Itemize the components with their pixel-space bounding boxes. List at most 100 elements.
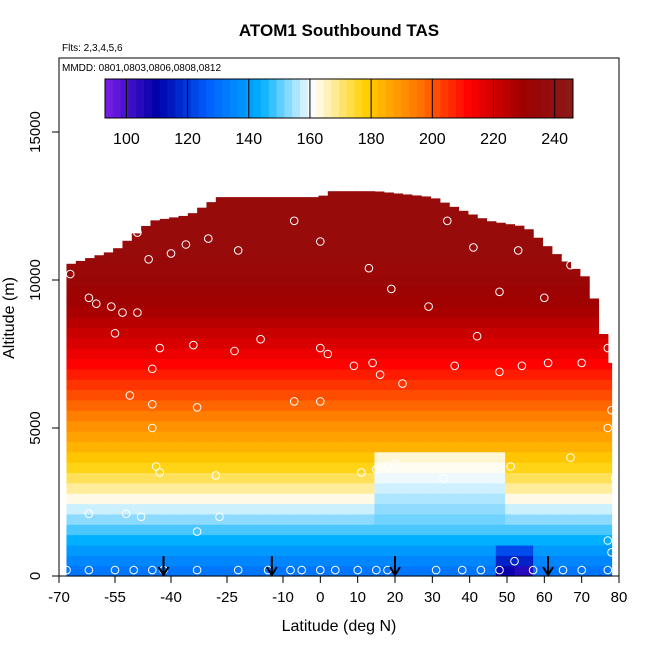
heatmap-cell <box>318 195 329 204</box>
heatmap-cell <box>355 555 366 567</box>
heatmap-cell <box>253 544 264 556</box>
heatmap-cell <box>187 213 198 225</box>
sample-point <box>256 334 265 344</box>
heatmap-cell <box>299 285 310 297</box>
heatmap-cell <box>262 410 273 422</box>
heatmap-cell <box>215 275 226 287</box>
heatmap-cell <box>271 203 282 214</box>
heatmap-cell <box>75 306 86 318</box>
heatmap-cell <box>94 399 105 411</box>
heatmap-cell <box>477 389 488 401</box>
heatmap-cell <box>458 451 469 463</box>
heatmap-cell <box>234 565 245 577</box>
heatmap-cell <box>523 275 534 287</box>
heatmap-cell <box>542 337 553 349</box>
heatmap-cell <box>421 348 432 360</box>
sample-point <box>215 512 224 522</box>
heatmap-cell <box>514 565 525 577</box>
heatmap-cell <box>421 399 432 411</box>
heatmap-cell <box>402 534 413 546</box>
heatmap-cell <box>383 389 394 401</box>
heatmap-cell <box>495 389 506 401</box>
heatmap-cell <box>141 493 152 505</box>
heatmap-cell <box>355 399 366 411</box>
heatmap-cell <box>187 410 198 422</box>
heatmap-cell <box>477 275 488 287</box>
heatmap-cell <box>439 451 450 463</box>
heatmap-cell <box>533 296 544 308</box>
heatmap-cell <box>533 493 544 505</box>
heatmap-cell <box>486 462 497 473</box>
heatmap-cell <box>337 348 348 360</box>
down-arrow-head <box>157 566 170 577</box>
heatmap-cell <box>271 451 282 463</box>
heatmap-cell <box>393 285 404 297</box>
heatmap-cell <box>271 441 282 453</box>
heatmap-cell <box>234 337 245 349</box>
heatmap-cell <box>206 462 217 473</box>
heatmap-cell <box>281 234 292 246</box>
heatmap-cell <box>449 254 460 266</box>
heatmap-cell <box>253 358 264 370</box>
heatmap-cell <box>169 410 180 422</box>
heatmap-cell <box>542 503 553 515</box>
heatmap-cell <box>290 534 301 546</box>
heatmap-cell <box>411 379 422 391</box>
heatmap-cell <box>383 327 394 339</box>
heatmap-cell <box>253 462 264 473</box>
heatmap-cell <box>355 368 366 380</box>
heatmap-cell <box>75 513 86 525</box>
heatmap-cell <box>234 296 245 308</box>
heatmap-cell <box>234 389 245 401</box>
heatmap-cell <box>467 285 478 297</box>
heatmap-cell <box>505 358 516 370</box>
heatmap-cell <box>486 430 497 442</box>
heatmap-cell <box>197 207 208 215</box>
heatmap-cell <box>206 327 217 339</box>
sample-point <box>155 343 165 353</box>
heatmap-cell <box>495 244 506 256</box>
colorbar-segment <box>167 79 176 118</box>
heatmap-cell <box>393 472 404 484</box>
heatmap-cell <box>262 285 273 297</box>
heatmap-cell <box>607 503 613 515</box>
heatmap-cell <box>271 544 282 556</box>
heatmap-cell <box>271 399 282 411</box>
heatmap-cell <box>225 337 236 349</box>
heatmap-cell <box>365 482 376 494</box>
heatmap-cell <box>150 565 161 577</box>
heatmap-cell <box>159 306 170 318</box>
heatmap-cell <box>467 368 478 380</box>
heatmap-cell <box>533 565 544 577</box>
heatmap-cell <box>589 368 600 380</box>
heatmap-cell <box>467 275 478 287</box>
heatmap-cell <box>337 462 348 473</box>
heatmap-cell <box>122 513 133 525</box>
heatmap-cell <box>206 420 217 432</box>
heatmap-cell <box>225 244 236 256</box>
heatmap-cell <box>122 462 133 473</box>
heatmap-cell <box>159 337 170 349</box>
heatmap-cell <box>486 306 497 318</box>
heatmap-cell <box>150 285 161 297</box>
heatmap-cell <box>318 379 329 391</box>
heatmap-cell <box>346 317 357 328</box>
heatmap-cell <box>206 524 217 536</box>
heatmap-cell <box>103 379 114 391</box>
heatmap-cell <box>589 306 600 318</box>
heatmap-cell <box>402 194 413 204</box>
heatmap-cell <box>393 399 404 411</box>
heatmap-cell <box>430 213 441 225</box>
heatmap-cell <box>243 379 254 391</box>
heatmap-cell <box>495 337 506 349</box>
heatmap-cell <box>159 534 170 546</box>
heatmap-cell <box>85 544 96 556</box>
colorbar-segment <box>518 79 527 118</box>
heatmap-cell <box>551 451 562 463</box>
heatmap-cell <box>309 451 320 463</box>
heatmap-cell <box>131 317 142 328</box>
heatmap-cell <box>234 275 245 287</box>
heatmap-cell <box>495 399 506 411</box>
heatmap-cell <box>122 441 133 453</box>
heatmap-cell <box>103 265 114 277</box>
